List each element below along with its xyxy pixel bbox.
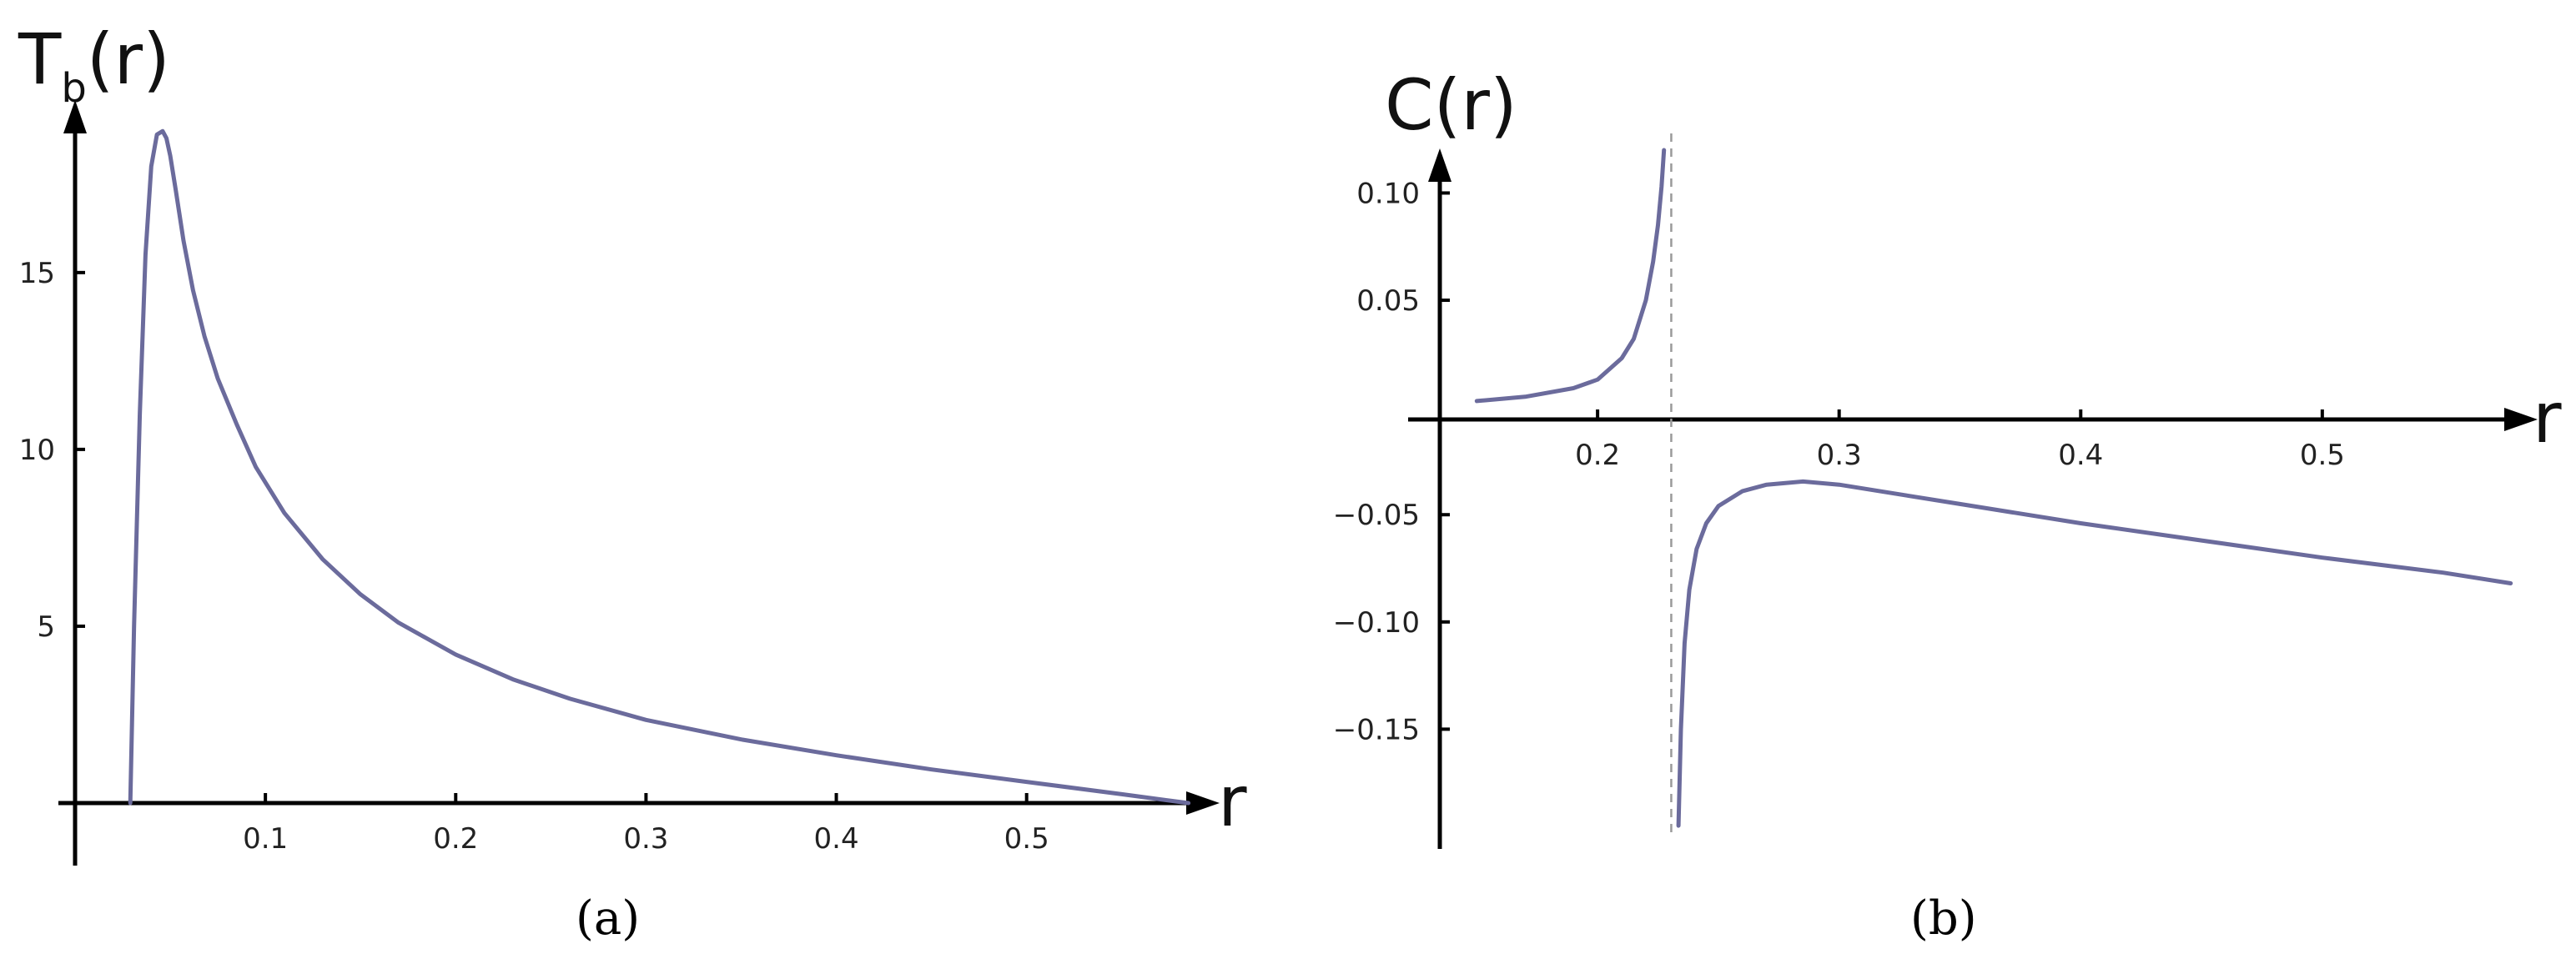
panel-a-x-axis-label: r <box>1218 761 1247 842</box>
panel-b-label: (b) <box>1910 891 1977 946</box>
y-tick-label: 0.10 <box>1356 177 1420 210</box>
y-tick-label: 10 <box>19 434 55 467</box>
panel-b-chart: 0.2 0.3 0.4 0.5 0.10 0.05 −0.05 −0.10 −0.15 C(r… <box>1333 64 2562 946</box>
x-tick-label: 0.1 <box>243 822 288 856</box>
panel-b-y-ticks: 0.10 0.05 −0.05 −0.10 −0.15 <box>1333 177 1450 746</box>
panel-a-series-line <box>128 128 1191 806</box>
y-tick-label: 15 <box>19 257 55 290</box>
y-tick-label: −0.05 <box>1333 499 1420 532</box>
x-tick-label: 0.4 <box>814 822 859 856</box>
panel-a-label: (a) <box>576 891 640 946</box>
x-tick-label: 0.3 <box>1817 439 1862 472</box>
x-tick-label: 0.2 <box>1575 439 1620 472</box>
y-tick-label: −0.10 <box>1333 606 1420 640</box>
y-tick-label: −0.15 <box>1333 713 1420 746</box>
x-tick-label: 0.5 <box>1004 822 1049 856</box>
panel-a-y-arrow <box>63 100 87 133</box>
x-tick-label: 0.4 <box>2058 439 2103 472</box>
panel-b-y-arrow <box>1428 148 1452 182</box>
panel-a-x-ticks: 0.1 0.2 0.3 0.4 0.5 <box>243 793 1049 856</box>
panel-b-series-line-right <box>1676 479 2513 828</box>
panel-b-series-line-left <box>1474 148 1667 404</box>
panel-b-x-ticks: 0.2 0.3 0.4 0.5 <box>1575 409 2345 472</box>
panel-b-x-arrow <box>2504 408 2538 431</box>
panel-a-x-arrow <box>1186 791 1220 815</box>
panel-a-chart: 0.1 0.2 0.3 0.4 0.5 5 10 15 Tb(r) r (a) <box>18 18 1247 946</box>
panel-b-x-axis-label: r <box>2533 377 2562 459</box>
y-tick-label: 0.05 <box>1356 284 1420 318</box>
x-tick-label: 0.5 <box>2300 439 2345 472</box>
x-tick-label: 0.2 <box>433 822 478 856</box>
x-tick-label: 0.3 <box>623 822 668 856</box>
panel-a-y-axis-label: Tb(r) <box>18 18 170 112</box>
panel-a-y-ticks: 5 10 15 <box>19 257 85 644</box>
y-tick-label: 5 <box>37 610 55 644</box>
panel-b-y-axis-label: C(r) <box>1385 64 1517 146</box>
